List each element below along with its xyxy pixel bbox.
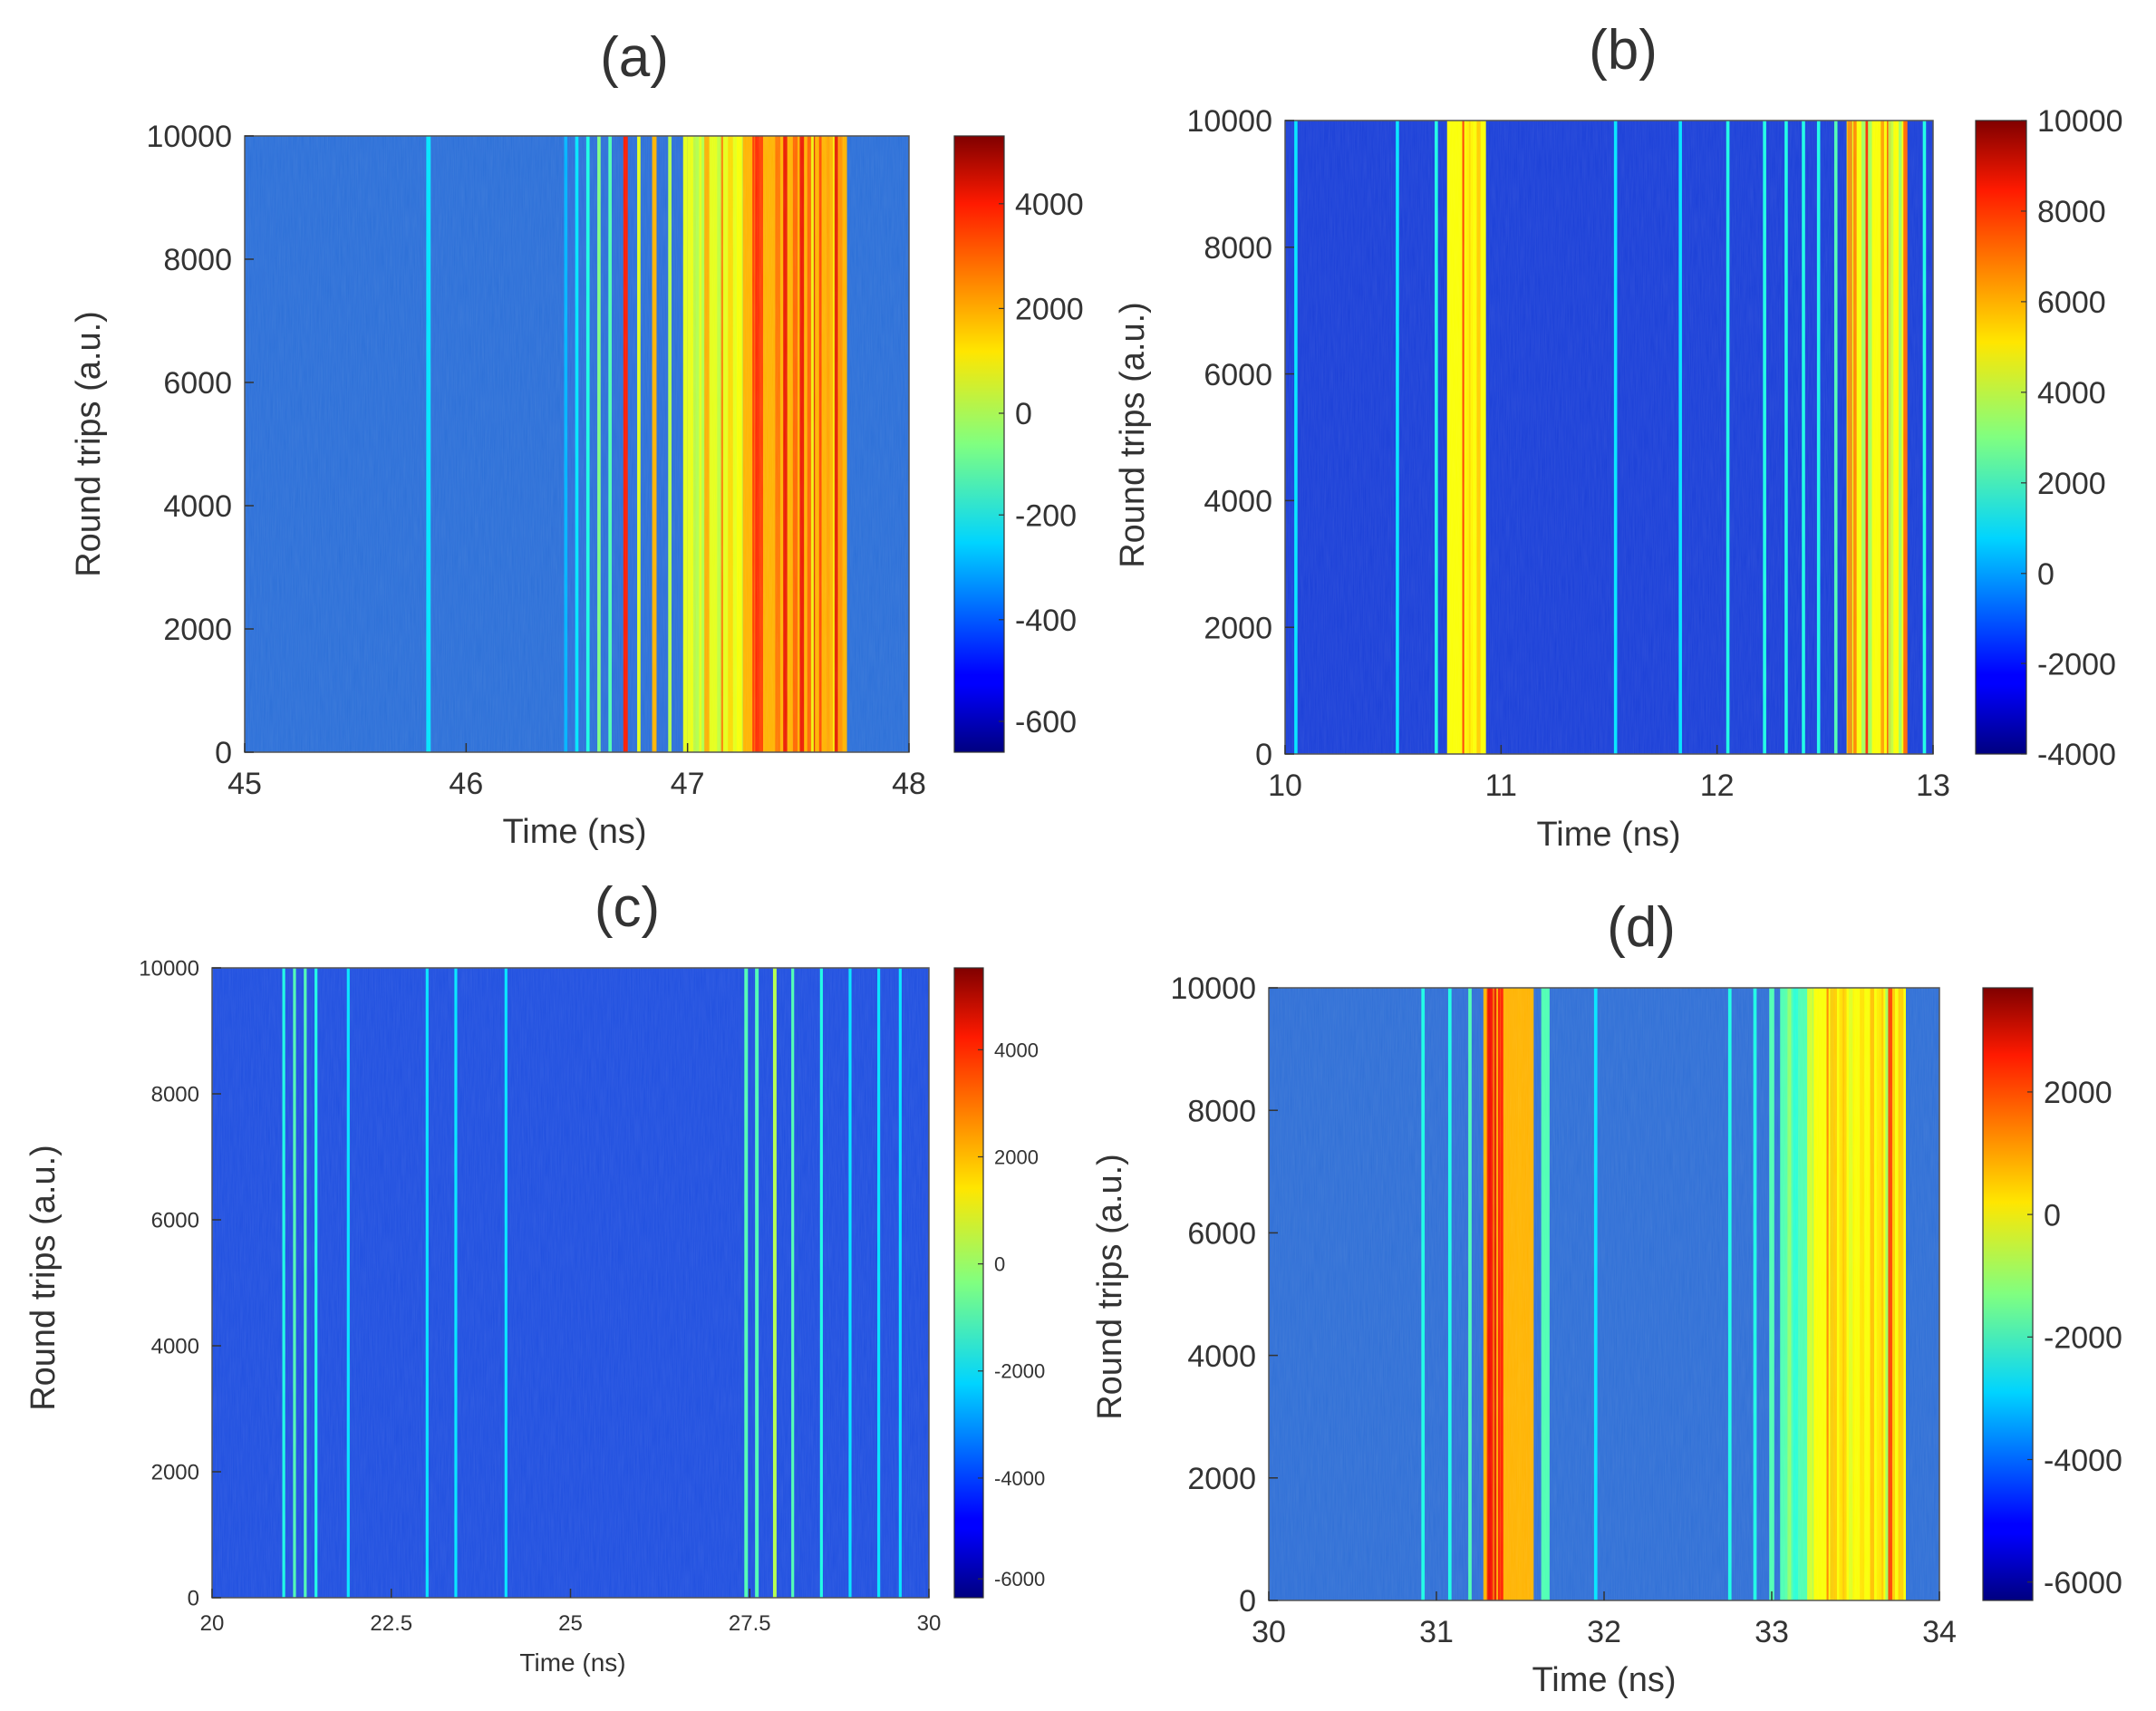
y-tick-label: 6000 <box>163 366 232 401</box>
colorbar-tick-label: 0 <box>2044 1198 2061 1232</box>
panel-d: (d) 30 31 32 33 34 0 2000 4000 6000 8000 10000 2000… <box>1091 896 2122 1699</box>
y-tick-label: 4000 <box>1187 1339 1256 1374</box>
y-axis-label: Round trips (a.u.) <box>1114 302 1152 568</box>
heatmap-noise <box>1269 988 1939 1600</box>
colorbar-tick-label: 2000 <box>994 1146 1039 1168</box>
x-tick-label: 10 <box>1268 768 1302 803</box>
x-axis-label: Time (ns) <box>519 1648 625 1677</box>
heatmap-plot: 10 11 12 13 0 2000 4000 6000 8000 10000 10000 8000 6… <box>1186 104 2122 803</box>
y-tick-label: 0 <box>1255 738 1272 772</box>
y-tick-label: 4000 <box>163 489 232 524</box>
heatmap-plot: 20 22.5 25 27.5 30 0 2000 4000 6000 8000 10000 4000… <box>139 957 1045 1636</box>
x-tick-label: 48 <box>892 767 926 801</box>
x-tick-label: 12 <box>1700 768 1735 803</box>
colorbar-tick-label: -600 <box>1015 705 1077 740</box>
y-tick-label: 6000 <box>1187 1217 1256 1252</box>
panel-a: (a) 45 46 47 48 0 2000 4000 6000 8000 10000 4000 20… <box>70 26 1084 851</box>
y-tick-label: 0 <box>215 736 232 770</box>
colorbar <box>1975 120 2027 755</box>
y-tick-label: 4000 <box>151 1335 199 1359</box>
y-tick-label: 8000 <box>151 1083 199 1107</box>
y-tick-label: 10000 <box>1186 104 1272 139</box>
heatmap-noise <box>245 136 909 752</box>
x-axis-label: Time (ns) <box>1532 1661 1676 1699</box>
colorbar-tick-label: -4000 <box>2037 738 2116 772</box>
x-tick-label: 30 <box>1252 1615 1286 1649</box>
heatmap-noise <box>212 968 929 1598</box>
colorbar-tick-label: 0 <box>2037 557 2054 592</box>
colorbar-tick-label: -2000 <box>2044 1321 2122 1356</box>
y-tick-label: 0 <box>1239 1584 1256 1619</box>
x-tick-label: 45 <box>227 767 262 801</box>
y-tick-label: 10000 <box>146 120 232 154</box>
x-tick-label: 30 <box>917 1611 942 1636</box>
x-tick-label: 13 <box>1916 768 1950 803</box>
x-tick-label: 11 <box>1485 768 1517 803</box>
colorbar-tick-label: 8000 <box>2037 195 2106 229</box>
colorbar <box>953 135 1005 753</box>
colorbar-tick-label: -4000 <box>2044 1444 2122 1478</box>
colorbar-tick-label: -200 <box>1015 498 1077 533</box>
y-tick-label: 2000 <box>1187 1462 1256 1496</box>
y-tick-label: 4000 <box>1204 485 1272 519</box>
x-tick-label: 33 <box>1755 1615 1789 1649</box>
y-tick-label: 2000 <box>1204 611 1272 645</box>
colorbar <box>1982 987 2034 1601</box>
y-axis-label: Round trips (a.u.) <box>1091 1154 1129 1420</box>
plot-frame <box>1284 120 1934 755</box>
y-axis-label: Round trips (a.u.) <box>24 1145 63 1411</box>
panel-title: (c) <box>595 876 660 939</box>
colorbar-tick-label: 2000 <box>1015 293 1084 327</box>
colorbar <box>953 967 984 1599</box>
y-tick-label: 0 <box>188 1587 199 1611</box>
x-axis-label: Time (ns) <box>502 813 646 851</box>
panel-title: (b) <box>1589 19 1658 82</box>
colorbar-tick-label: -6000 <box>994 1568 1045 1590</box>
colorbar-tick-label: -2000 <box>2037 647 2116 682</box>
x-tick-label: 22.5 <box>370 1611 412 1636</box>
colorbar-tick-label: 10000 <box>2037 104 2123 139</box>
x-tick-label: 20 <box>200 1611 225 1636</box>
y-tick-label: 10000 <box>1170 972 1256 1006</box>
x-tick-label: 32 <box>1587 1615 1621 1649</box>
panel-title: (d) <box>1607 896 1676 959</box>
heatmap-plot: 30 31 32 33 34 0 2000 4000 6000 8000 10000 2000 0 -20… <box>1170 972 2122 1649</box>
heatmap-plot: 45 46 47 48 0 2000 4000 6000 8000 10000 4000 2000 0 -… <box>146 120 1083 801</box>
colorbar-tick-label: -2000 <box>994 1360 1045 1383</box>
plot-frame <box>244 135 910 753</box>
y-tick-label: 8000 <box>163 243 232 277</box>
colorbar-tick-label: 4000 <box>994 1039 1039 1061</box>
y-tick-label: 10000 <box>139 957 199 981</box>
x-tick-label: 31 <box>1419 1615 1454 1649</box>
panel-b: (b) 10 11 12 13 0 2000 4000 6000 8000 10000 10000 8… <box>1114 19 2123 854</box>
y-tick-label: 6000 <box>151 1209 199 1233</box>
x-tick-label: 46 <box>449 767 483 801</box>
x-tick-label: 47 <box>671 767 705 801</box>
colorbar-tick-label: 6000 <box>2037 285 2106 320</box>
y-axis-label: Round trips (a.u.) <box>70 311 108 577</box>
y-tick-label: 8000 <box>1187 1094 1256 1128</box>
y-tick-label: 6000 <box>1204 358 1272 392</box>
y-tick-label: 8000 <box>1204 231 1272 266</box>
x-axis-label: Time (ns) <box>1536 816 1680 854</box>
colorbar-tick-label: 0 <box>1015 397 1032 431</box>
x-tick-label: 34 <box>1922 1615 1957 1649</box>
colorbar-tick-label: -6000 <box>2044 1566 2122 1600</box>
colorbar-tick-label: -4000 <box>994 1467 1045 1490</box>
panel-c: (c) 20 22.5 25 27.5 30 0 2000 4000 6000 8000 10000… <box>24 876 1045 1677</box>
colorbar-tick-label: 2000 <box>2037 467 2106 501</box>
y-tick-label: 2000 <box>151 1461 199 1485</box>
x-tick-label: 25 <box>558 1611 583 1636</box>
colorbar-tick-label: 4000 <box>2037 376 2106 411</box>
y-tick-label: 2000 <box>163 613 232 647</box>
colorbar-tick-label: 0 <box>994 1253 1005 1276</box>
colorbar-tick-label: 4000 <box>1015 188 1084 222</box>
panel-title: (a) <box>600 26 669 89</box>
colorbar-tick-label: 2000 <box>2044 1076 2112 1110</box>
heatmap-noise <box>1285 121 1933 754</box>
colorbar-tick-label: -400 <box>1015 604 1077 638</box>
x-tick-label: 27.5 <box>729 1611 771 1636</box>
